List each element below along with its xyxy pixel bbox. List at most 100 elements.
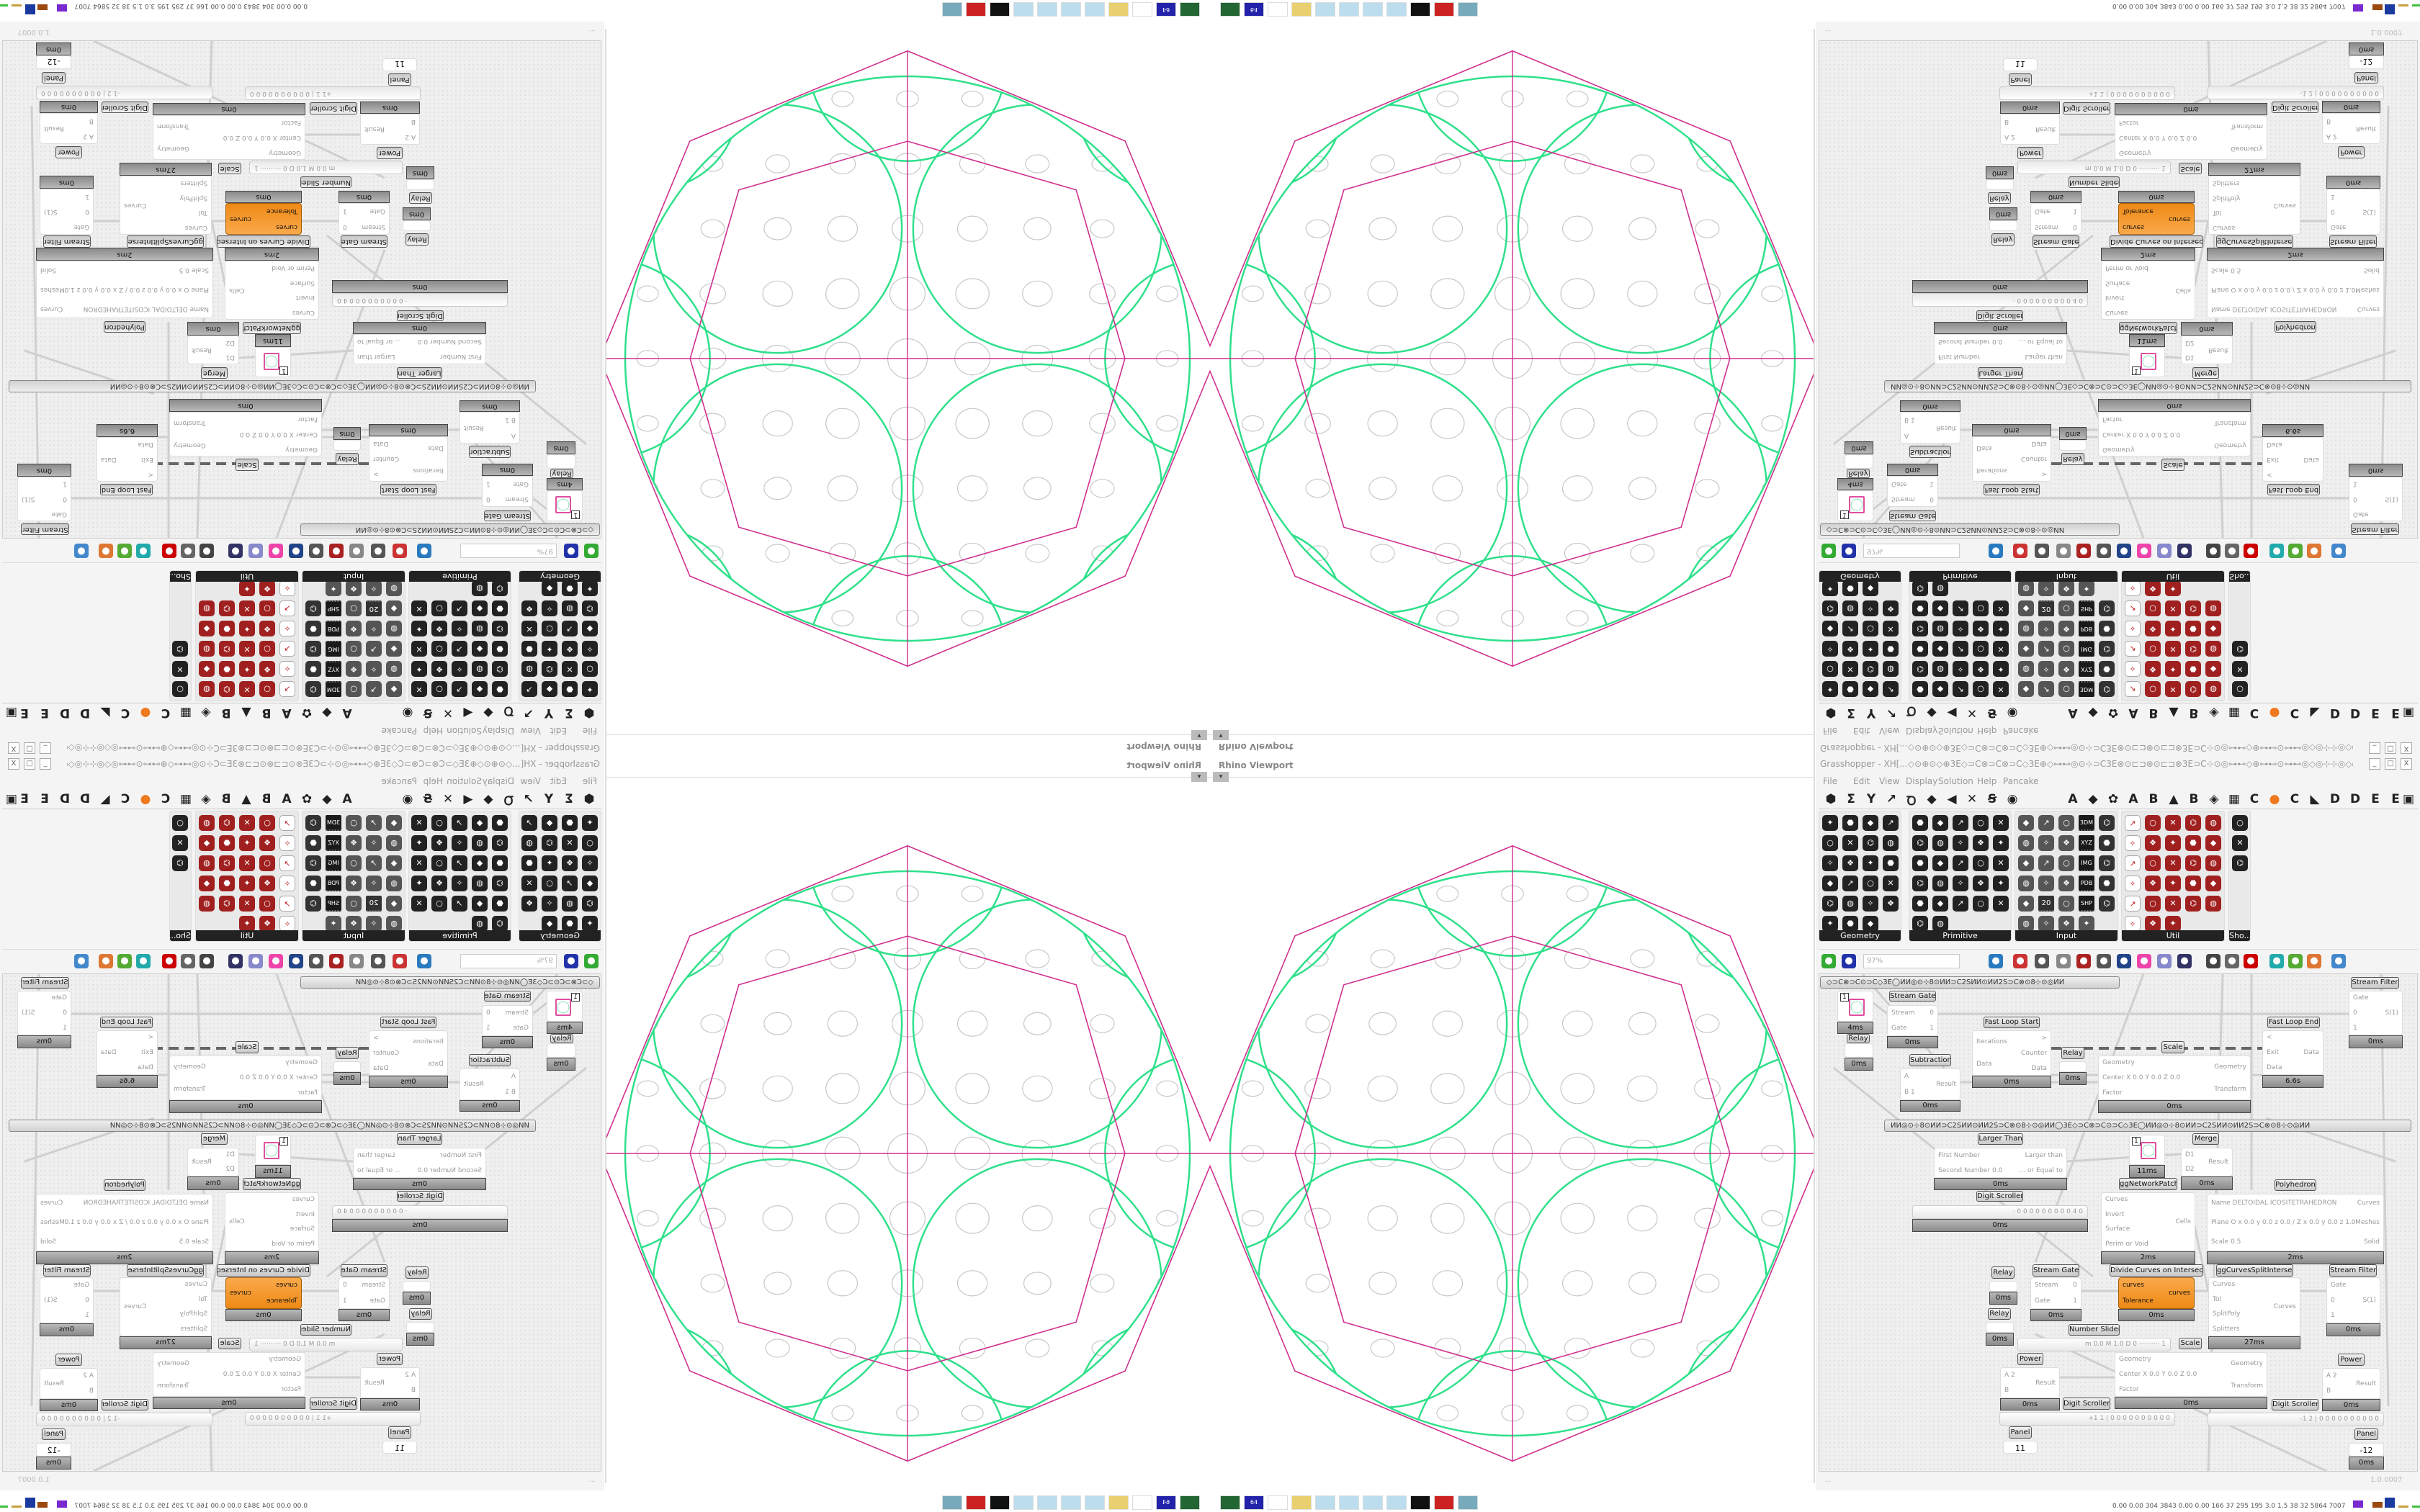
component-component[interactable]: Curves Invert Surface Perim or Void Cells xyxy=(2101,1192,2195,1251)
component-icon[interactable]: ⌬ xyxy=(1822,600,1838,616)
menu-view[interactable]: View xyxy=(1879,776,1900,786)
input-port[interactable]: Tolerance xyxy=(2123,1297,2154,1305)
input-port[interactable]: A xyxy=(511,432,516,439)
component-icon[interactable]: ⌬ xyxy=(492,835,508,851)
component-tab[interactable]: ↗ xyxy=(523,706,534,720)
component-icon[interactable]: ○ xyxy=(542,621,557,636)
input-port[interactable]: < xyxy=(148,1034,153,1042)
component-icon[interactable]: ◍ xyxy=(521,835,537,851)
input-port[interactable]: Perim or Void xyxy=(272,1240,315,1248)
component-tab[interactable]: ◈ xyxy=(2209,792,2219,806)
output-port[interactable]: > xyxy=(373,1034,379,1042)
fast-loop-start-component[interactable]: Iterations Data > Counter Data xyxy=(369,1030,448,1076)
component-icon[interactable]: ✧ xyxy=(279,876,295,891)
relay-component[interactable] xyxy=(333,1061,361,1072)
component-icon[interactable]: ✧ xyxy=(366,876,382,891)
output-port[interactable]: Counter xyxy=(373,1049,399,1057)
input-port[interactable]: First Number xyxy=(1938,353,1980,361)
component-icon[interactable]: ◍ xyxy=(1932,835,1948,851)
output-port[interactable]: Counter xyxy=(2021,455,2047,463)
output-port[interactable]: 1 xyxy=(486,1025,490,1032)
output-port[interactable]: Cells xyxy=(229,1218,245,1225)
component-icon[interactable]: ⌬ xyxy=(305,600,321,616)
file-format-icon[interactable]: PDB xyxy=(326,621,341,636)
component-tab[interactable]: Ꝺ xyxy=(503,794,514,809)
component-icon[interactable]: ❖ xyxy=(346,876,362,891)
panel-component-label[interactable]: Panel xyxy=(2009,1426,2032,1439)
panel-label[interactable]: Sho... xyxy=(169,571,191,582)
component-icon[interactable]: ○ xyxy=(172,815,188,831)
input-port[interactable]: Surface xyxy=(2105,1225,2130,1233)
component-icon[interactable]: ◆ xyxy=(386,855,402,871)
component-icon[interactable]: ○ xyxy=(2058,641,2074,657)
blue-sphere-icon[interactable]: ● xyxy=(2331,954,2346,968)
output-port[interactable]: Curves xyxy=(2357,305,2380,312)
component-icon[interactable]: ◆ xyxy=(2018,600,2034,616)
component-icon[interactable]: ❖ xyxy=(2145,661,2161,677)
component-icon[interactable]: ✧ xyxy=(1953,876,1968,891)
minimize-button[interactable]: _ xyxy=(2369,758,2380,770)
component-icon[interactable]: ◍ xyxy=(199,681,215,697)
stream-filter-component[interactable]: Gate 0 1 S(1) xyxy=(2349,477,2403,521)
component-icon[interactable]: ↗ xyxy=(521,815,537,831)
component-icon[interactable]: ○ xyxy=(1973,641,1989,657)
digit-scroller-component-slider[interactable]: -1 2 | 0 0 0 0 0 0 0 0 0 0 xyxy=(2208,1413,2384,1426)
ggcurvessplitintersect-component[interactable]: Curves Tol SplitPoly Splitters Curves xyxy=(2208,1277,2300,1336)
output-port[interactable]: Data xyxy=(2031,1064,2048,1072)
component-icon[interactable]: ⌬ xyxy=(542,835,557,851)
component-icon[interactable]: ✧ xyxy=(1863,896,1878,912)
component-icon[interactable]: ↗ xyxy=(1953,855,1968,871)
panel-label[interactable]: Util xyxy=(2122,571,2224,582)
balloon-icon[interactable]: ● xyxy=(2157,544,2172,558)
component-icon[interactable]: ✧ xyxy=(2125,580,2141,596)
component-icon[interactable]: ⌬ xyxy=(305,855,321,871)
output-port[interactable]: Result xyxy=(464,424,484,431)
group-bar[interactable]: ◇⊃C⊗⊃C⊙⊃C◇3E◯ИИ◎⊙⊹8⊙ИИ⊃C2SИИ⊙ИИ2S⊃C⊗⊙8⊹⊙… xyxy=(1820,523,2120,536)
output-port[interactable]: 1 xyxy=(343,207,347,215)
red-gem-icon[interactable]: ● xyxy=(162,954,176,968)
component-tab[interactable]: ● xyxy=(2269,792,2280,806)
component-icon[interactable]: ❖ xyxy=(259,835,275,851)
stream-filter-component-label[interactable]: Stream Filter xyxy=(2351,523,2399,535)
component-icon[interactable]: ◍ xyxy=(1932,661,1948,677)
notepad-icon[interactable] xyxy=(1315,1495,1335,1510)
component-icon[interactable]: ◍ xyxy=(386,580,402,596)
component-icon[interactable]: ⬣ xyxy=(562,815,578,831)
component-icon[interactable]: ◆ xyxy=(386,815,402,831)
output-port[interactable]: Result xyxy=(44,1380,64,1387)
blank-icon[interactable] xyxy=(1132,1495,1152,1510)
bake-icon[interactable]: ● xyxy=(371,544,385,558)
component-icon[interactable]: ❖ xyxy=(431,621,447,636)
component-icon[interactable]: ○ xyxy=(582,835,598,851)
component-tab[interactable]: ▲ xyxy=(2169,792,2179,806)
component-icon[interactable]: ↗ xyxy=(2125,855,2141,871)
notepad-icon[interactable] xyxy=(1339,2,1359,17)
search-icon[interactable]: ● xyxy=(2117,544,2131,558)
component-icon[interactable]: ✦ xyxy=(2165,835,2181,851)
component-icon[interactable]: ⌬ xyxy=(172,855,188,871)
menu-edit[interactable]: Edit xyxy=(1853,776,1870,786)
relay-component[interactable] xyxy=(1986,1322,2014,1333)
larger-than-component-label[interactable]: Larger Than xyxy=(1978,367,2023,379)
minimize-button[interactable]: _ xyxy=(2369,742,2380,754)
stream-gate-component-label[interactable]: Stream Gate xyxy=(341,1264,387,1277)
component-icon[interactable]: ↗ xyxy=(1883,815,1899,831)
bug-icon[interactable] xyxy=(1434,2,1454,17)
component-icon[interactable]: ⬣ xyxy=(562,681,578,697)
component-icon[interactable]: ✦ xyxy=(2165,876,2181,891)
component-icon[interactable]: ○ xyxy=(2232,815,2248,831)
component-tab[interactable]: E xyxy=(2371,706,2380,720)
component-tab[interactable]: ▦ xyxy=(179,706,192,720)
export-icon[interactable]: ● xyxy=(2097,544,2111,558)
component-icon[interactable]: ○ xyxy=(431,600,447,616)
input-port[interactable]: SplitPoly xyxy=(2213,194,2241,202)
menu-solution[interactable]: Solution xyxy=(1938,726,1973,736)
input-port[interactable]: Geometry xyxy=(269,1356,301,1364)
input-port[interactable]: Iterations xyxy=(413,1038,444,1045)
component-icon[interactable]: ◆ xyxy=(582,621,598,636)
output-port[interactable]: Result xyxy=(2035,1379,2056,1387)
output-port[interactable]: Counter xyxy=(2021,1049,2047,1057)
component-icon[interactable]: ◆ xyxy=(1822,621,1838,636)
relay-component[interactable] xyxy=(1845,1043,1873,1058)
input-port[interactable]: A 2 xyxy=(405,133,416,141)
